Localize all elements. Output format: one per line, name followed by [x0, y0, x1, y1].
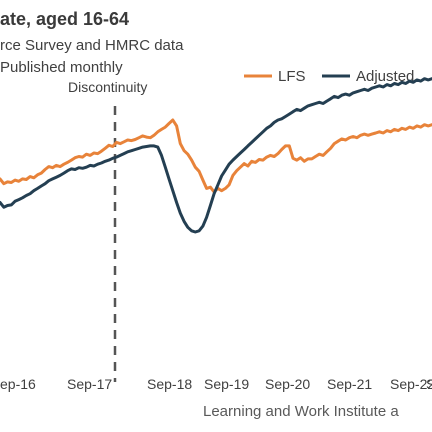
legend-label-lfs: LFS — [278, 68, 306, 85]
x-tick-label: Sep-21 — [327, 376, 372, 392]
legend-label-adjusted: Adjusted — [356, 68, 414, 85]
chart-subtitle-line-2: Published monthly — [0, 59, 123, 76]
x-tick-label: Sep-19 — [204, 376, 249, 392]
chart-subtitle-line-1: rce Survey and HMRC data — [0, 37, 184, 54]
chart-title: ate, aged 16-64 — [0, 9, 129, 29]
x-tick-label: Sep-18 — [147, 376, 192, 392]
legend: LFS Adjusted — [244, 68, 414, 85]
x-tick-label: ep-16 — [0, 376, 36, 392]
series-line-adjusted — [0, 77, 432, 234]
discontinuity-label: Discontinuity — [68, 79, 147, 95]
x-tick-label: S — [426, 376, 432, 392]
x-tick-label: Sep-22 — [390, 376, 432, 392]
x-axis-ticks: ep-16 Sep-17 Sep-18 Sep-19 Sep-20 Sep-21 Sep-2… — [0, 376, 432, 392]
series-line-lfs — [0, 118, 432, 194]
source-note: Learning and Work Institute a — [203, 403, 399, 420]
x-tick-label: Sep-20 — [265, 376, 310, 392]
x-tick-label: Sep-17 — [67, 376, 112, 392]
series-layer — [0, 77, 432, 234]
